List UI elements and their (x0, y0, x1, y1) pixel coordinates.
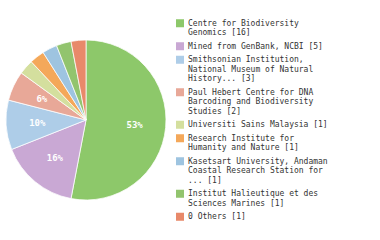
legend-swatch (176, 42, 184, 50)
legend-swatch (176, 190, 184, 198)
legend-swatch (176, 121, 184, 129)
legend-label: Smithsonian Institution,National Museum … (188, 55, 313, 83)
legend-swatch (176, 19, 184, 27)
legend-swatch (176, 213, 184, 221)
data-label: 6% (36, 94, 47, 104)
legend-label: Kasetsart University, AndamanCoastal Res… (188, 157, 328, 185)
legend-item: 0 Others [1] (176, 212, 246, 221)
legend-swatch (176, 56, 184, 64)
chart: 53% 16% 10% 6% Centre for BiodiversityGenomi… (0, 0, 380, 240)
legend-item: Smithsonian Institution,National Museum … (176, 55, 313, 83)
legend-label: Centre for BiodiversityGenomics [16] (188, 19, 299, 38)
legend-label: Universiti Sains Malaysia [1] (188, 120, 328, 129)
legend-label: Mined from GenBank, NCBI [5] (188, 42, 323, 51)
legend-label: Paul Hebert Centre for DNABarcoding and … (188, 88, 313, 116)
legend-item: Universiti Sains Malaysia [1] (176, 120, 328, 129)
legend-item: Kasetsart University, AndamanCoastal Res… (176, 157, 328, 185)
data-label: 53% (126, 120, 143, 130)
legend-label: Research Institute forHumanity and Natur… (188, 134, 299, 153)
legend-label: Institut Halieutique et desSciences Mari… (188, 189, 318, 208)
legend-swatch (176, 88, 184, 96)
data-labels: 53% 16% 10% 6% (29, 94, 143, 162)
data-label: 16% (47, 153, 64, 163)
legend-item: Mined from GenBank, NCBI [5] (176, 42, 323, 51)
pie-slice (71, 40, 86, 120)
data-label: 10% (29, 118, 46, 128)
legend-item: Paul Hebert Centre for DNABarcoding and … (176, 88, 313, 116)
legend-swatch (176, 134, 184, 142)
legend-swatch (176, 157, 184, 165)
legend: Centre for BiodiversityGenomics [16] Mine… (176, 19, 328, 222)
pie (6, 40, 166, 200)
legend-item: Institut Halieutique et desSciences Mari… (176, 189, 318, 208)
legend-item: Centre for BiodiversityGenomics [16] (176, 19, 299, 38)
legend-label: 0 Others [1] (188, 212, 246, 221)
legend-item: Research Institute forHumanity and Natur… (176, 134, 299, 153)
